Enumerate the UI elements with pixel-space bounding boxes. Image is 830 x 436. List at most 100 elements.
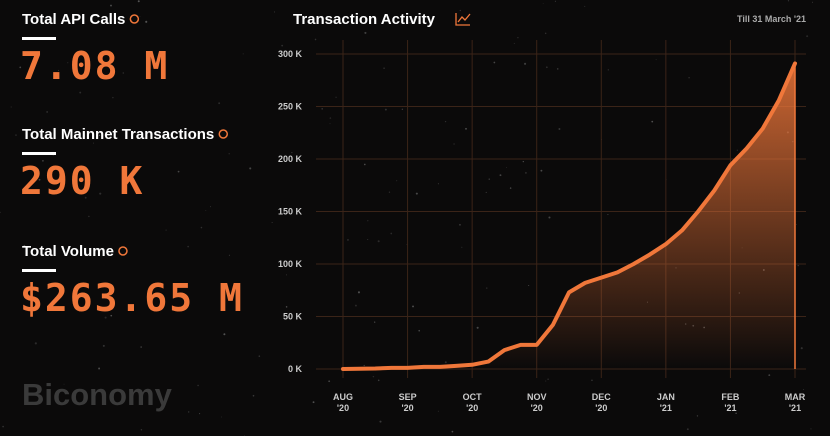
brand: Biconomy [22,377,173,412]
star [46,111,48,113]
x-tick-label: FEB '21 [721,392,740,413]
star [461,246,463,248]
star [513,42,515,44]
star [444,361,447,364]
star [444,121,447,123]
star [228,153,230,155]
star [800,347,803,350]
star [363,364,365,367]
star [465,127,467,130]
star [187,245,189,248]
star [291,152,293,154]
star [787,0,790,2]
star [321,108,323,110]
stat-underline [22,37,56,40]
star [797,264,799,267]
star [88,215,90,218]
star [367,239,369,240]
star [377,379,380,382]
star [437,183,439,185]
star [651,120,654,123]
stat-underline [22,269,56,272]
star [137,0,140,3]
star [154,132,156,133]
star [377,240,380,243]
star [271,222,273,223]
star [188,411,190,413]
star [412,305,414,308]
star [314,38,317,41]
star [329,117,332,119]
star [806,35,809,38]
star [328,380,331,383]
star [655,59,657,61]
star [528,284,530,287]
star [364,163,366,166]
star [252,394,255,397]
star [383,67,385,70]
star [485,287,488,289]
star [38,178,41,181]
star [388,191,391,193]
star [140,429,143,431]
y-tick-label: 0 K [288,364,303,374]
star [476,326,479,329]
star [335,96,337,98]
star [517,36,519,39]
star [42,160,44,162]
star [509,187,512,189]
star [357,291,361,294]
star [67,62,69,64]
star [139,15,141,17]
star [10,106,12,108]
star [98,367,101,370]
star [437,410,439,412]
y-tick-label: 50 K [283,312,303,322]
star [810,428,812,430]
star [285,274,287,276]
chart-title: Transaction Activity [293,11,436,28]
star [223,333,226,336]
stat-underline [22,152,56,155]
star [273,11,275,13]
star [354,304,357,307]
star [102,344,105,347]
star [499,174,502,177]
star [396,180,398,182]
stat-label: Total Volume [22,243,114,260]
star [258,355,261,357]
star [197,384,199,387]
star [145,20,148,23]
star [768,374,771,377]
plot: 0 K 50 K 100 K 150 K 200 K 250 K 300 K AUG '20 SE… [278,40,806,413]
stat-icon [218,129,229,139]
stats: Total API Calls 7.08 M Total Mainnet Trans… [20,11,242,320]
star [548,216,551,219]
star [2,425,4,428]
star [152,286,154,288]
x-tick-label: JAN '21 [657,392,675,413]
star [312,401,315,404]
x-tick-label: DEC '20 [592,392,612,413]
star [200,226,203,229]
star [459,9,461,12]
star [374,321,376,323]
star [228,254,230,256]
star [281,44,284,47]
star [736,149,738,151]
star [607,69,609,71]
star [415,192,418,195]
star [110,314,113,317]
star [688,77,690,79]
star [591,379,593,381]
star [122,72,124,74]
star [372,375,375,378]
star [98,134,101,137]
stat-icon [118,246,128,256]
star [401,108,404,110]
star [488,178,490,180]
star [390,232,393,235]
star [584,5,586,7]
star [329,123,331,125]
